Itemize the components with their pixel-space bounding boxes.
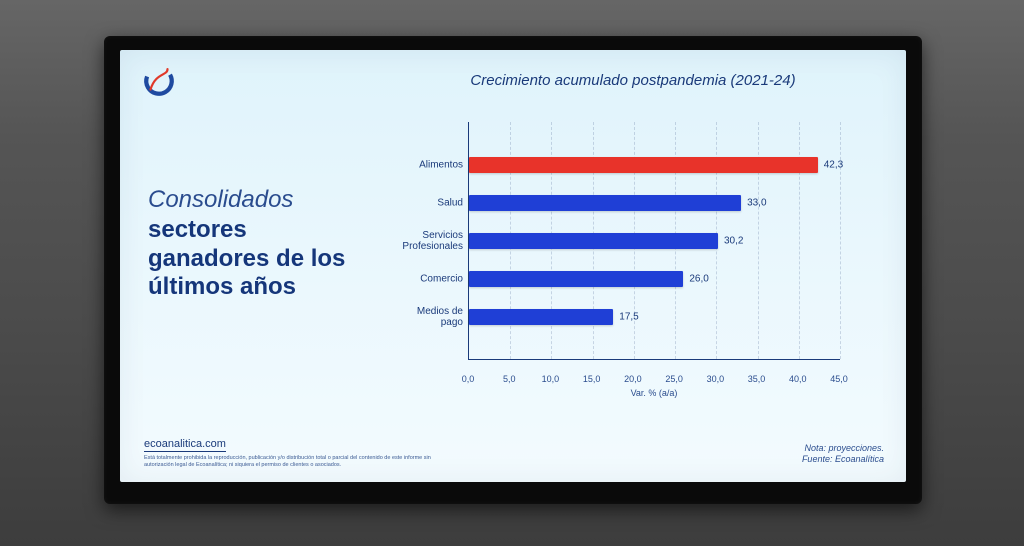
x-tick: 40,0 <box>789 374 807 384</box>
x-tick: 45,0 <box>830 374 848 384</box>
slide-heading-light: Consolidados <box>148 186 368 214</box>
footer-url: ecoanalitica.com <box>144 438 226 452</box>
tv-bezel: Crecimiento acumulado postpandemia (2021… <box>104 36 922 504</box>
x-tick: 15,0 <box>583 374 601 384</box>
bar-value-label: 42,3 <box>824 159 843 170</box>
bar-category-label: Servicios Profesionales <box>381 230 469 252</box>
x-tick: 0,0 <box>462 374 475 384</box>
bar-category-label: Alimentos <box>381 159 469 170</box>
bar-value-label: 17,5 <box>619 311 638 322</box>
presentation-slide: Crecimiento acumulado postpandemia (2021… <box>120 50 906 482</box>
footer-note-2: Fuente: Ecoanalítica <box>802 454 884 466</box>
x-tick: 35,0 <box>748 374 766 384</box>
bar-value-label: 33,0 <box>747 197 766 208</box>
wall-background: Crecimiento acumulado postpandemia (2021… <box>0 0 1024 546</box>
footer-disclaimer: Está totalmente prohibida la reproducció… <box>144 455 444 468</box>
bar-value-label: 26,0 <box>689 273 708 284</box>
x-tick: 30,0 <box>707 374 725 384</box>
slide-heading-bold: sectores ganadores de los últimos años <box>148 216 345 300</box>
bar-category-label: Medios de pago <box>381 306 469 328</box>
x-tick: 10,0 <box>542 374 560 384</box>
chart-area: Alimentos42,3 Salud33,0 Servicios Profesio… <box>386 110 870 400</box>
bar-value-label: 30,2 <box>724 235 743 246</box>
bar-row: Servicios Profesionales30,2 <box>469 231 840 251</box>
x-axis-label: Var. % (a/a) <box>468 388 840 398</box>
x-tick: 20,0 <box>624 374 642 384</box>
bar-row: Comercio26,0 <box>469 269 840 289</box>
bar <box>469 157 818 173</box>
gridline <box>840 122 841 359</box>
bar <box>469 195 741 211</box>
slide-heading: Consolidados sectores ganadores de los ú… <box>148 186 368 301</box>
footer-left: ecoanalitica.com Está totalmente prohibi… <box>144 434 444 468</box>
bar <box>469 309 613 325</box>
chart-title: Crecimiento acumulado postpandemia (2021… <box>400 72 866 89</box>
ecoanalitica-logo-icon <box>142 64 176 98</box>
bar-row: Alimentos42,3 <box>469 155 840 175</box>
chart-plot: Alimentos42,3 Salud33,0 Servicios Profesio… <box>468 122 840 360</box>
x-tick: 5,0 <box>503 374 516 384</box>
footer-note-1: Nota: proyecciones. <box>802 443 884 455</box>
bar-row: Salud33,0 <box>469 193 840 213</box>
bar <box>469 233 718 249</box>
bar-category-label: Comercio <box>381 273 469 284</box>
bar-row: Medios de pago17,5 <box>469 307 840 327</box>
footer-notes: Nota: proyecciones. Fuente: Ecoanalítica <box>802 443 884 466</box>
x-tick: 25,0 <box>665 374 683 384</box>
bar-category-label: Salud <box>381 197 469 208</box>
bar <box>469 271 683 287</box>
